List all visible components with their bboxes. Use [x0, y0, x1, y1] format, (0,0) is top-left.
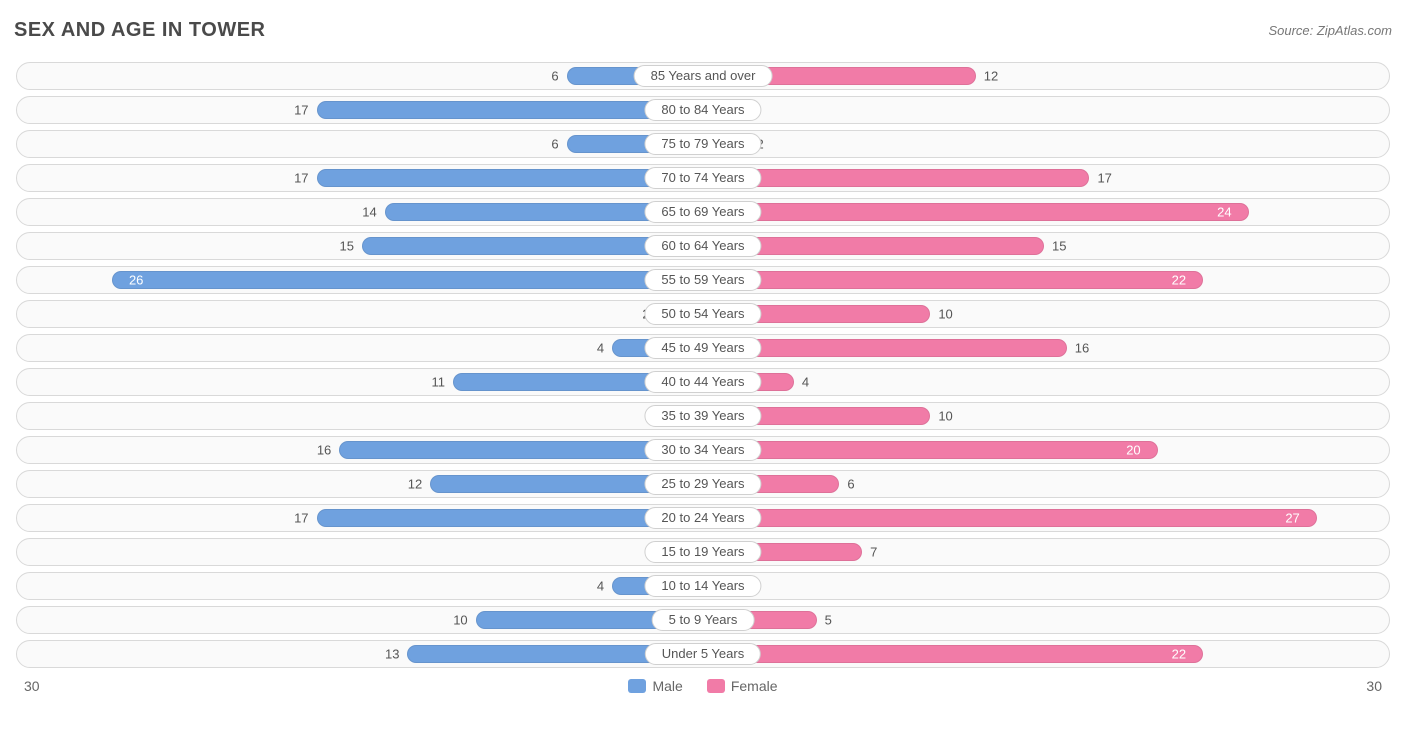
legend-item-male: Male: [628, 678, 682, 694]
male-value: 15: [340, 239, 354, 254]
pyramid-row: 4 16 45 to 49 Years: [16, 334, 1390, 362]
female-value: 6: [847, 477, 854, 492]
female-bar: 20: [703, 441, 1158, 459]
age-category-label: 35 to 39 Years: [644, 405, 761, 427]
age-category-label: 45 to 49 Years: [644, 337, 761, 359]
pyramid-row: 12 6 25 to 29 Years: [16, 470, 1390, 498]
female-value: 7: [870, 545, 877, 560]
pyramid-row: 0715 to 19 Years: [16, 538, 1390, 566]
pyramid-row: 10 5 5 to 9 Years: [16, 606, 1390, 634]
legend-swatch-female: [707, 679, 725, 693]
legend-label-male: Male: [652, 678, 682, 694]
legend: Male Female: [628, 678, 777, 694]
age-category-label: 40 to 44 Years: [644, 371, 761, 393]
pyramid-row: 14 24 65 to 69 Years: [16, 198, 1390, 226]
age-category-label: Under 5 Years: [645, 643, 761, 665]
pyramid-row: 15 15 60 to 64 Years: [16, 232, 1390, 260]
male-value: 17: [294, 171, 308, 186]
male-value: 16: [317, 443, 331, 458]
pyramid-row: 26 22 55 to 59 Years: [16, 266, 1390, 294]
age-category-label: 20 to 24 Years: [644, 507, 761, 529]
pyramid-row: 6275 to 79 Years: [16, 130, 1390, 158]
legend-label-female: Female: [731, 678, 778, 694]
male-value: 4: [597, 579, 604, 594]
male-value: 6: [551, 69, 558, 84]
chart-source: Source: ZipAtlas.com: [1268, 23, 1392, 38]
female-value: 24: [1207, 205, 1241, 220]
age-category-label: 30 to 34 Years: [644, 439, 761, 461]
male-value: 10: [453, 613, 467, 628]
female-value: 20: [1116, 443, 1150, 458]
pyramid-row: 4010 to 14 Years: [16, 572, 1390, 600]
legend-item-female: Female: [707, 678, 778, 694]
axis-left-max: 30: [24, 678, 40, 694]
female-value: 5: [825, 613, 832, 628]
age-category-label: 65 to 69 Years: [644, 201, 761, 223]
male-value: 17: [294, 511, 308, 526]
male-value: 17: [294, 103, 308, 118]
female-value: 10: [938, 307, 952, 322]
female-bar: 22: [703, 645, 1203, 663]
female-bar: 27: [703, 509, 1317, 527]
axis-right-max: 30: [1366, 678, 1382, 694]
pyramid-row: 6 12 85 Years and over: [16, 62, 1390, 90]
female-bar: 22: [703, 271, 1203, 289]
age-category-label: 85 Years and over: [634, 65, 773, 87]
male-value: 14: [362, 205, 376, 220]
male-value: 12: [408, 477, 422, 492]
female-value: 22: [1162, 647, 1196, 662]
pyramid-chart: 61285 Years and over17180 to 84 Years627…: [14, 50, 1392, 668]
legend-swatch-male: [628, 679, 646, 693]
age-category-label: 10 to 14 Years: [644, 575, 761, 597]
male-bar: 26: [112, 271, 703, 289]
male-value: 13: [385, 647, 399, 662]
female-value: 16: [1075, 341, 1089, 356]
age-category-label: 80 to 84 Years: [644, 99, 761, 121]
pyramid-row: 17180 to 84 Years: [16, 96, 1390, 124]
female-value: 17: [1097, 171, 1111, 186]
pyramid-row: 21050 to 54 Years: [16, 300, 1390, 328]
female-value: 15: [1052, 239, 1066, 254]
chart-container: SEX AND AGE IN TOWER Source: ZipAtlas.co…: [0, 0, 1406, 740]
age-category-label: 50 to 54 Years: [644, 303, 761, 325]
age-category-label: 55 to 59 Years: [644, 269, 761, 291]
age-category-label: 15 to 19 Years: [644, 541, 761, 563]
chart-title: SEX AND AGE IN TOWER: [14, 19, 266, 42]
female-value: 10: [938, 409, 952, 424]
male-value: 4: [597, 341, 604, 356]
pyramid-row: 13 22 Under 5 Years: [16, 640, 1390, 668]
pyramid-row: 11 4 40 to 44 Years: [16, 368, 1390, 396]
age-category-label: 25 to 29 Years: [644, 473, 761, 495]
age-category-label: 75 to 79 Years: [644, 133, 761, 155]
male-value: 11: [431, 375, 445, 390]
female-bar: 24: [703, 203, 1249, 221]
female-value: 22: [1162, 273, 1196, 288]
chart-header: SEX AND AGE IN TOWER Source: ZipAtlas.co…: [14, 10, 1392, 50]
age-category-label: 70 to 74 Years: [644, 167, 761, 189]
female-value: 12: [984, 69, 998, 84]
female-value: 27: [1275, 511, 1309, 526]
pyramid-row: 16 20 30 to 34 Years: [16, 436, 1390, 464]
pyramid-row: 17 27 20 to 24 Years: [16, 504, 1390, 532]
male-value: 26: [119, 273, 153, 288]
age-category-label: 60 to 64 Years: [644, 235, 761, 257]
pyramid-row: 17 17 70 to 74 Years: [16, 164, 1390, 192]
age-category-label: 5 to 9 Years: [652, 609, 755, 631]
male-value: 6: [551, 137, 558, 152]
female-value: 4: [802, 375, 809, 390]
chart-footer: 30 Male Female 30: [14, 674, 1392, 694]
pyramid-row: 01035 to 39 Years: [16, 402, 1390, 430]
